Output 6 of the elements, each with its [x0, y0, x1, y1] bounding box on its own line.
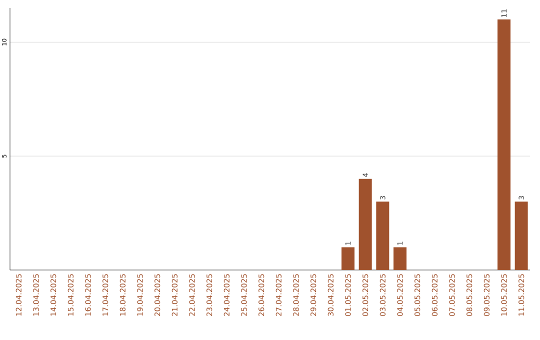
bar — [514, 202, 528, 270]
bar — [394, 247, 407, 270]
bar — [358, 178, 372, 270]
bar — [498, 19, 510, 270]
bar — [342, 247, 354, 270]
bar — [376, 202, 390, 270]
